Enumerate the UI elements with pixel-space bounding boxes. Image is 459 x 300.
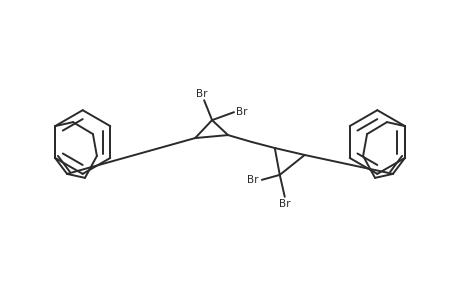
Text: Br: Br bbox=[235, 107, 247, 117]
Text: Br: Br bbox=[196, 89, 207, 99]
Text: Br: Br bbox=[247, 175, 258, 185]
Text: Br: Br bbox=[279, 199, 290, 209]
